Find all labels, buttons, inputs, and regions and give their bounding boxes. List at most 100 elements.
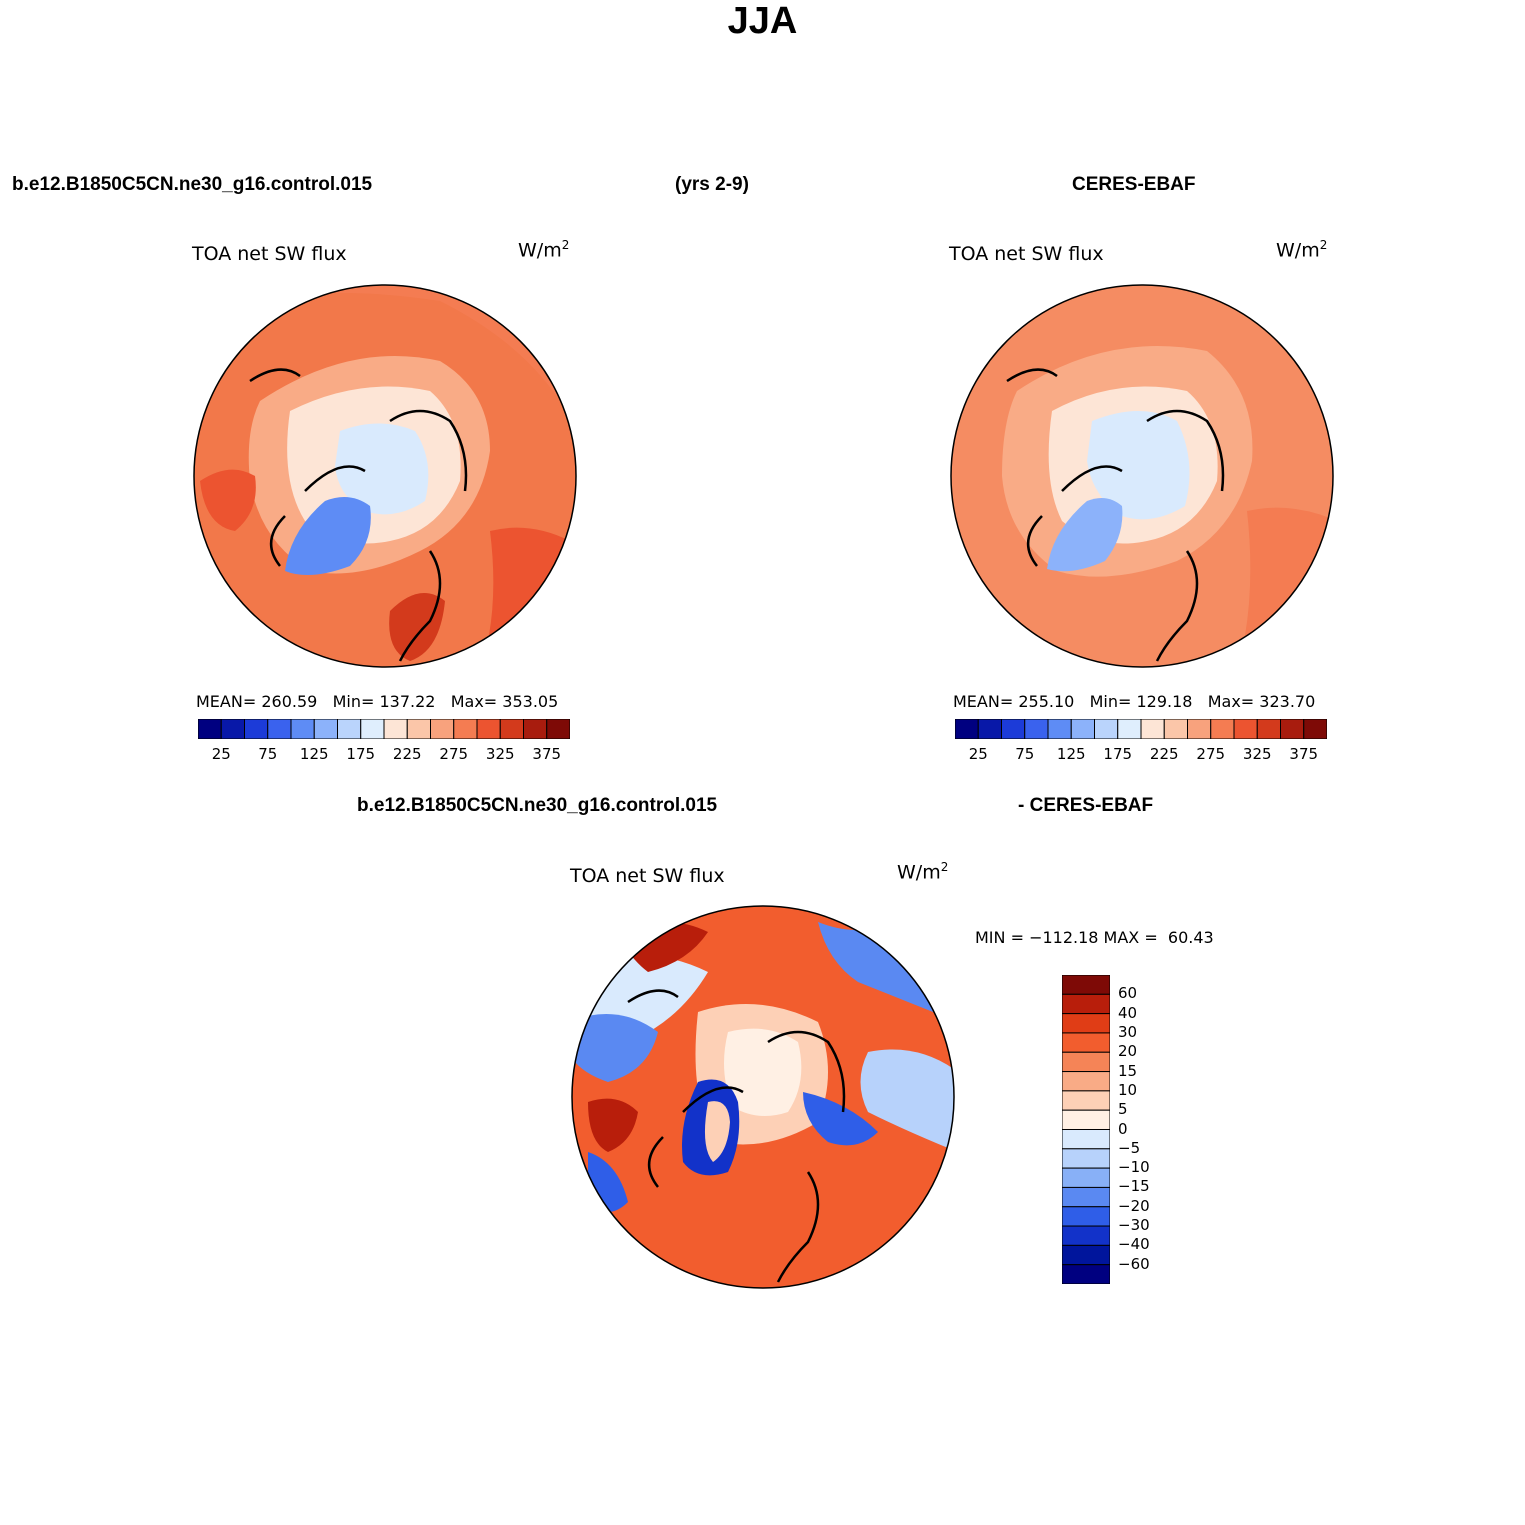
obs-colorbar-ticks: 25 75 125 175 225 275 325 375 xyxy=(955,745,1327,765)
obs-map-border xyxy=(950,284,1334,668)
obs-min-label: Min= xyxy=(1089,692,1132,711)
obs-colorbar-tick-label: 275 xyxy=(1196,745,1226,763)
model-mean-label: MEAN= xyxy=(196,692,257,711)
diff-case-right: - CERES-EBAF xyxy=(1018,795,1154,816)
obs-colorbar-box xyxy=(977,719,1002,739)
diff-colorbar-tick-label: −5 xyxy=(1118,1138,1141,1157)
model-colorbar-box xyxy=(383,719,408,739)
obs-arctic-ice xyxy=(1087,411,1190,520)
diff-units-sup: 2 xyxy=(940,860,949,874)
model-warm-patch xyxy=(200,469,256,531)
obs-colorbar-box xyxy=(1280,719,1305,739)
diff-left-neg xyxy=(572,1014,658,1082)
obs-max-label: Max= xyxy=(1207,692,1255,711)
diff-colorbar-tick-label: −10 xyxy=(1118,1158,1150,1177)
model-colorbar-tick-label: 325 xyxy=(485,745,515,763)
model-panel-title: TOA net SW flux xyxy=(192,243,347,265)
diff-colorbar-box xyxy=(1062,1148,1110,1169)
model-stats: MEAN= 260.59 Min= 137.22 Max= 353.05 xyxy=(196,692,558,711)
model-colorbar-box xyxy=(220,719,245,739)
model-arctic-ice xyxy=(335,423,429,515)
diff-polar-map xyxy=(571,905,955,1289)
model-colorbar-box xyxy=(406,719,431,739)
diff-right-neg xyxy=(860,1049,954,1152)
diff-colorbar-box xyxy=(1062,1167,1110,1188)
obs-units-text: W/m xyxy=(1276,239,1320,262)
model-max: 353.05 xyxy=(502,692,559,711)
diff-colorbar-tick-label: −20 xyxy=(1118,1196,1150,1215)
obs-stats: MEAN= 255.10 Min= 129.18 Max= 323.70 xyxy=(953,692,1315,711)
obs-colorbar xyxy=(955,719,1327,739)
model-colorbar-tick-label: 175 xyxy=(346,745,376,763)
model-colorbar-box xyxy=(313,719,338,739)
obs-colorbar-box xyxy=(955,719,979,739)
model-colorbar xyxy=(198,719,570,739)
diff-colorbar-tick-label: 40 xyxy=(1118,1003,1138,1022)
diff-colorbar xyxy=(1062,975,1110,1284)
model-colorbar-tick-label: 125 xyxy=(299,745,329,763)
model-colorbar-ticks: 25 75 125 175 225 275 325 375 xyxy=(198,745,570,765)
obs-colorbar-box xyxy=(1187,719,1212,739)
model-colorbar-box xyxy=(244,719,269,739)
obs-colorbar-box xyxy=(1303,719,1327,739)
diff-colorbar-box xyxy=(1062,1109,1110,1130)
diff-colorbar-tick-label: −40 xyxy=(1118,1235,1150,1254)
diff-colorbar-box xyxy=(1062,1013,1110,1034)
diff-colorbar-box xyxy=(1062,1071,1110,1092)
model-greenland-field xyxy=(285,497,371,575)
model-colorbar-box xyxy=(546,719,570,739)
diff-colorbar-box xyxy=(1062,993,1110,1015)
obs-units: W/m2 xyxy=(1276,238,1327,261)
model-min-label: Min= xyxy=(332,692,375,711)
diff-colorbar-tick-label: 30 xyxy=(1118,1022,1138,1041)
diff-colorbar-tick-label: 5 xyxy=(1118,1100,1128,1119)
obs-colorbar-box xyxy=(1117,719,1142,739)
diff-colorbar-box xyxy=(1062,1129,1110,1150)
model-units: W/m2 xyxy=(518,238,569,261)
model-colorbar-box xyxy=(267,719,292,739)
model-colorbar-box xyxy=(523,719,548,739)
obs-mean-label: MEAN= xyxy=(953,692,1014,711)
diff-units: W/m2 xyxy=(897,860,948,883)
model-colorbar-box xyxy=(453,719,478,739)
diff-colorbar-box xyxy=(1062,1264,1110,1284)
diff-colorbar-box xyxy=(1062,975,1110,995)
diff-colorbar-tick-label: 10 xyxy=(1118,1080,1138,1099)
model-colorbar-box xyxy=(198,719,222,739)
diff-colorbar-tick-label: −15 xyxy=(1118,1177,1150,1196)
obs-lower-right-band xyxy=(1237,507,1333,667)
model-colorbar-box xyxy=(430,719,455,739)
diff-colorbar-box xyxy=(1062,1225,1110,1246)
diff-alaska-pos xyxy=(588,1098,638,1152)
obs-colorbar-box xyxy=(1233,719,1258,739)
figure-title: JJA xyxy=(727,0,798,42)
diff-minmax: MIN = −112.18 MAX = 60.43 xyxy=(975,928,1214,947)
obs-colorbar-tick-label: 225 xyxy=(1149,745,1179,763)
model-scandinavia-patch xyxy=(389,593,445,661)
obs-colorbar-tick-label: 175 xyxy=(1103,745,1133,763)
obs-colorbar-box xyxy=(1070,719,1095,739)
obs-colorbar-box xyxy=(1140,719,1165,739)
obs-colorbar-box xyxy=(1024,719,1049,739)
model-max-label: Max= xyxy=(450,692,498,711)
model-colorbar-box xyxy=(360,719,385,739)
diff-coastlines xyxy=(627,989,846,1283)
obs-panel-title: TOA net SW flux xyxy=(949,243,1104,265)
diff-colorbar-tick-label: 15 xyxy=(1118,1061,1138,1080)
model-colorbar-tick-label: 375 xyxy=(532,745,562,763)
model-units-text: W/m xyxy=(518,239,562,262)
model-colorbar-box xyxy=(476,719,501,739)
diff-greenland-inner xyxy=(704,1101,730,1162)
obs-colorbar-box xyxy=(1094,719,1119,739)
model-min: 137.22 xyxy=(379,692,436,711)
diff-colorbar-box xyxy=(1062,1090,1110,1111)
model-polar-map xyxy=(193,284,577,668)
obs-colorbar-box xyxy=(1001,719,1026,739)
diff-panel-title: TOA net SW flux xyxy=(570,865,725,887)
diff-colorbar-box xyxy=(1062,1206,1110,1227)
obs-colorbar-tick-label: 325 xyxy=(1242,745,1272,763)
obs-min: 129.18 xyxy=(1136,692,1193,711)
obs-greenland-field xyxy=(1047,497,1123,572)
obs-mean: 255.10 xyxy=(1018,692,1075,711)
model-colorbar-tick-label: 25 xyxy=(211,745,231,763)
